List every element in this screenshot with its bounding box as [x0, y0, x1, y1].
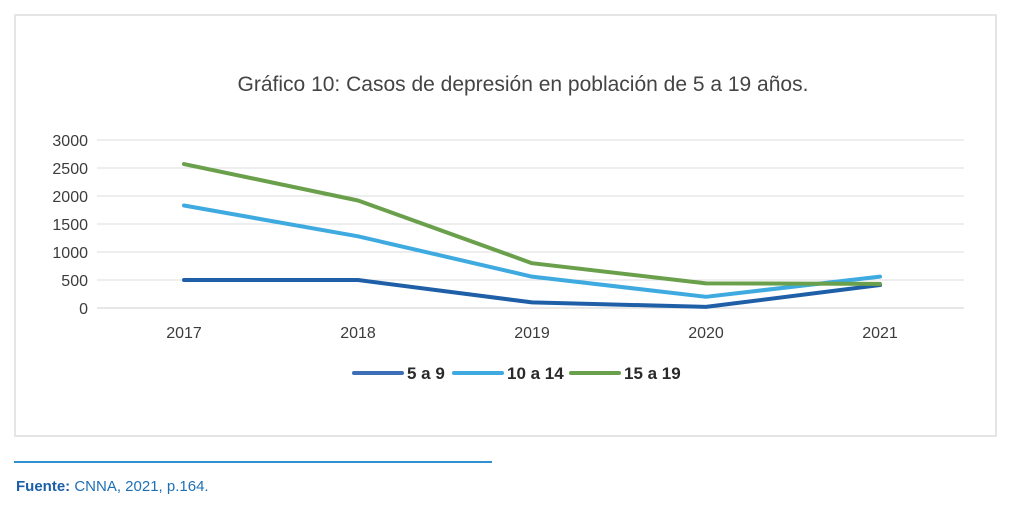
- series-lines: [182, 162, 882, 309]
- legend-label: 5 a 9: [407, 364, 445, 383]
- chart-title: Gráfico 10: Casos de depresión en poblac…: [238, 73, 809, 96]
- series-line-5-a-9: [182, 278, 882, 309]
- x-tick-label: 2020: [688, 325, 724, 342]
- line-chart: Gráfico 10: Casos de depresión en poblac…: [52, 73, 964, 383]
- series-line-15-a-19: [182, 162, 882, 286]
- legend-label: 15 a 19: [624, 364, 681, 383]
- source-divider: [14, 461, 492, 463]
- x-tick-label: 2018: [340, 325, 376, 342]
- source-note: Fuente: CNNA, 2021, p.164.: [16, 478, 209, 495]
- source-text: CNNA, 2021, p.164.: [70, 478, 209, 495]
- x-tick-label: 2021: [862, 325, 898, 342]
- y-tick-label: 500: [61, 273, 88, 290]
- x-tick-label: 2017: [166, 325, 202, 342]
- series-line-10-a-14: [182, 203, 882, 299]
- source-label: Fuente:: [16, 478, 71, 495]
- legend-label: 10 a 14: [507, 364, 564, 383]
- legend: 5 a 9 10 a 14 15 a 19: [352, 364, 681, 383]
- y-tick-label: 3000: [52, 133, 88, 150]
- x-tick-label: 2019: [514, 325, 550, 342]
- y-tick-label: 1000: [52, 245, 88, 262]
- chart-frame: Gráfico 10: Casos de depresión en poblac…: [14, 14, 997, 437]
- y-tick-label: 2500: [52, 161, 88, 178]
- y-axis-ticks: 0 500 1000 1500 2000 2500 3000: [52, 133, 88, 318]
- y-tick-label: 0: [79, 301, 88, 318]
- y-tick-label: 1500: [52, 217, 88, 234]
- y-tick-label: 2000: [52, 189, 88, 206]
- x-axis-ticks: 2017 2018 2019 2020 2021: [166, 325, 898, 342]
